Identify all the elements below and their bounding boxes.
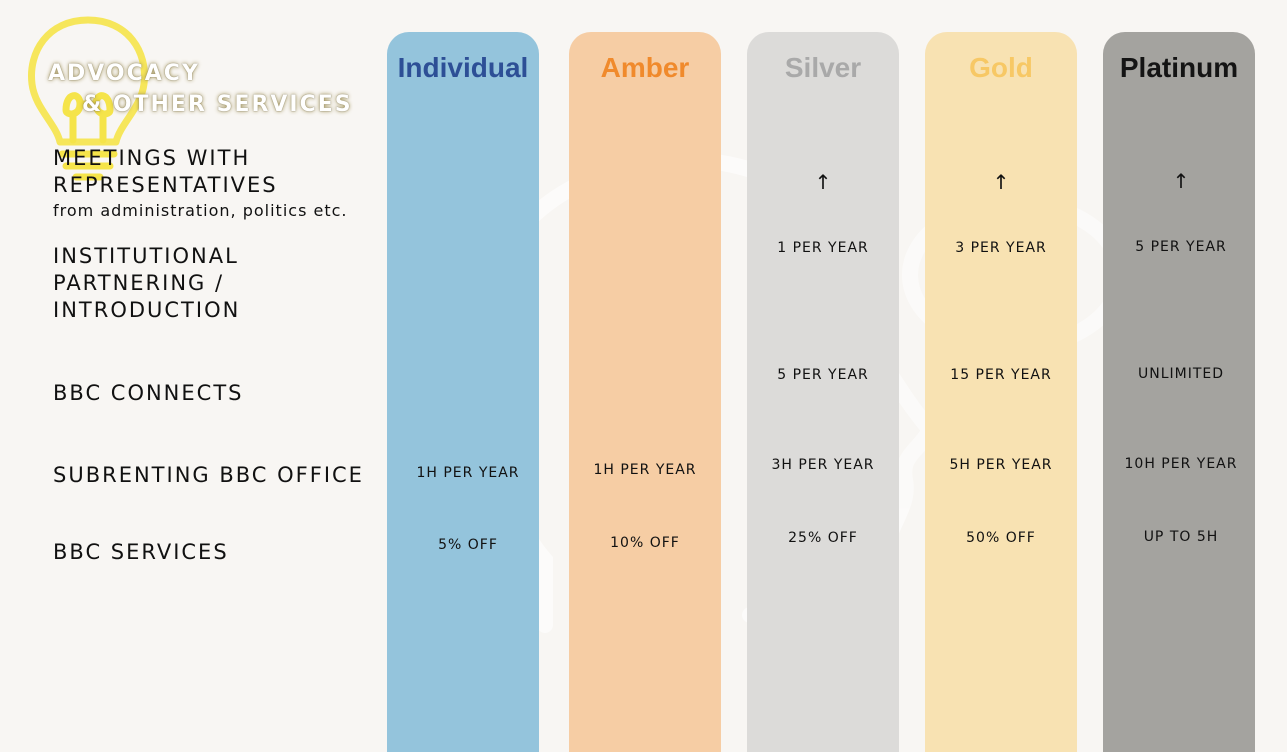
- cell-gold-services: 50% OFF: [966, 530, 1036, 546]
- row-label-meetings: MEETINGS WITH REPRESENTATIVES from admin…: [53, 145, 347, 223]
- tier-column-platinum: [1103, 32, 1255, 752]
- tier-title-platinum: Platinum: [1119, 52, 1239, 83]
- tier-title-amber: Amber: [600, 52, 690, 83]
- row-sublabel-meetings: from administration, politics etc.: [53, 201, 348, 220]
- tier-column-gold: [925, 32, 1077, 752]
- tier-title-gold: Gold: [969, 52, 1033, 83]
- tier-column-amber: [569, 32, 721, 752]
- cell-platinum-institutional: 5 PER YEAR: [1135, 239, 1227, 255]
- cell-amber-subrenting: 1H PER YEAR: [593, 462, 697, 478]
- tier-title-silver: Silver: [784, 52, 862, 83]
- tier-column-individual: [387, 32, 539, 752]
- row-label-institutional: INSTITUTIONAL PARTNERING / INTRODUCTION: [53, 244, 241, 322]
- cell-gold-institutional: 3 PER YEAR: [955, 240, 1047, 256]
- heading-line-1: ADVOCACY: [48, 61, 200, 86]
- cell-silver-institutional: 1 PER YEAR: [777, 240, 869, 256]
- row-label-connects: BBC CONNECTS: [53, 381, 244, 405]
- cell-silver-connects: 5 PER YEAR: [777, 367, 869, 383]
- cell-platinum-connects: UNLIMITED: [1137, 366, 1225, 382]
- row-label-services: BBC SERVICES: [53, 540, 229, 564]
- cell-silver-services: 25% OFF: [788, 530, 858, 546]
- cell-platinum-meetings: ↑: [1172, 169, 1190, 193]
- cell-gold-subrenting: 5H PER YEAR: [949, 457, 1053, 473]
- cell-silver-meetings: ↑: [814, 170, 832, 194]
- cell-individual-services: 5% OFF: [438, 537, 498, 553]
- heading-line-2: & OTHER SERVICES: [82, 92, 353, 117]
- cell-silver-subrenting: 3H PER YEAR: [771, 457, 875, 473]
- cell-individual-subrenting: 1H PER YEAR: [416, 465, 520, 481]
- lightbulb-icon: [28, 16, 148, 181]
- cell-gold-connects: 15 PER YEAR: [950, 367, 1052, 383]
- tier-column-silver: [747, 32, 899, 752]
- cell-platinum-services: UP TO 5H: [1143, 529, 1219, 545]
- tier-title-individual: Individual: [397, 52, 529, 83]
- cell-platinum-subrenting: 10H PER YEAR: [1124, 456, 1238, 472]
- row-label-subrenting: SUBRENTING BBC OFFICE: [53, 463, 364, 487]
- section-heading: ADVOCACY & OTHER SERVICES: [48, 58, 353, 120]
- cell-amber-services: 10% OFF: [610, 535, 680, 551]
- cell-gold-meetings: ↑: [992, 170, 1010, 194]
